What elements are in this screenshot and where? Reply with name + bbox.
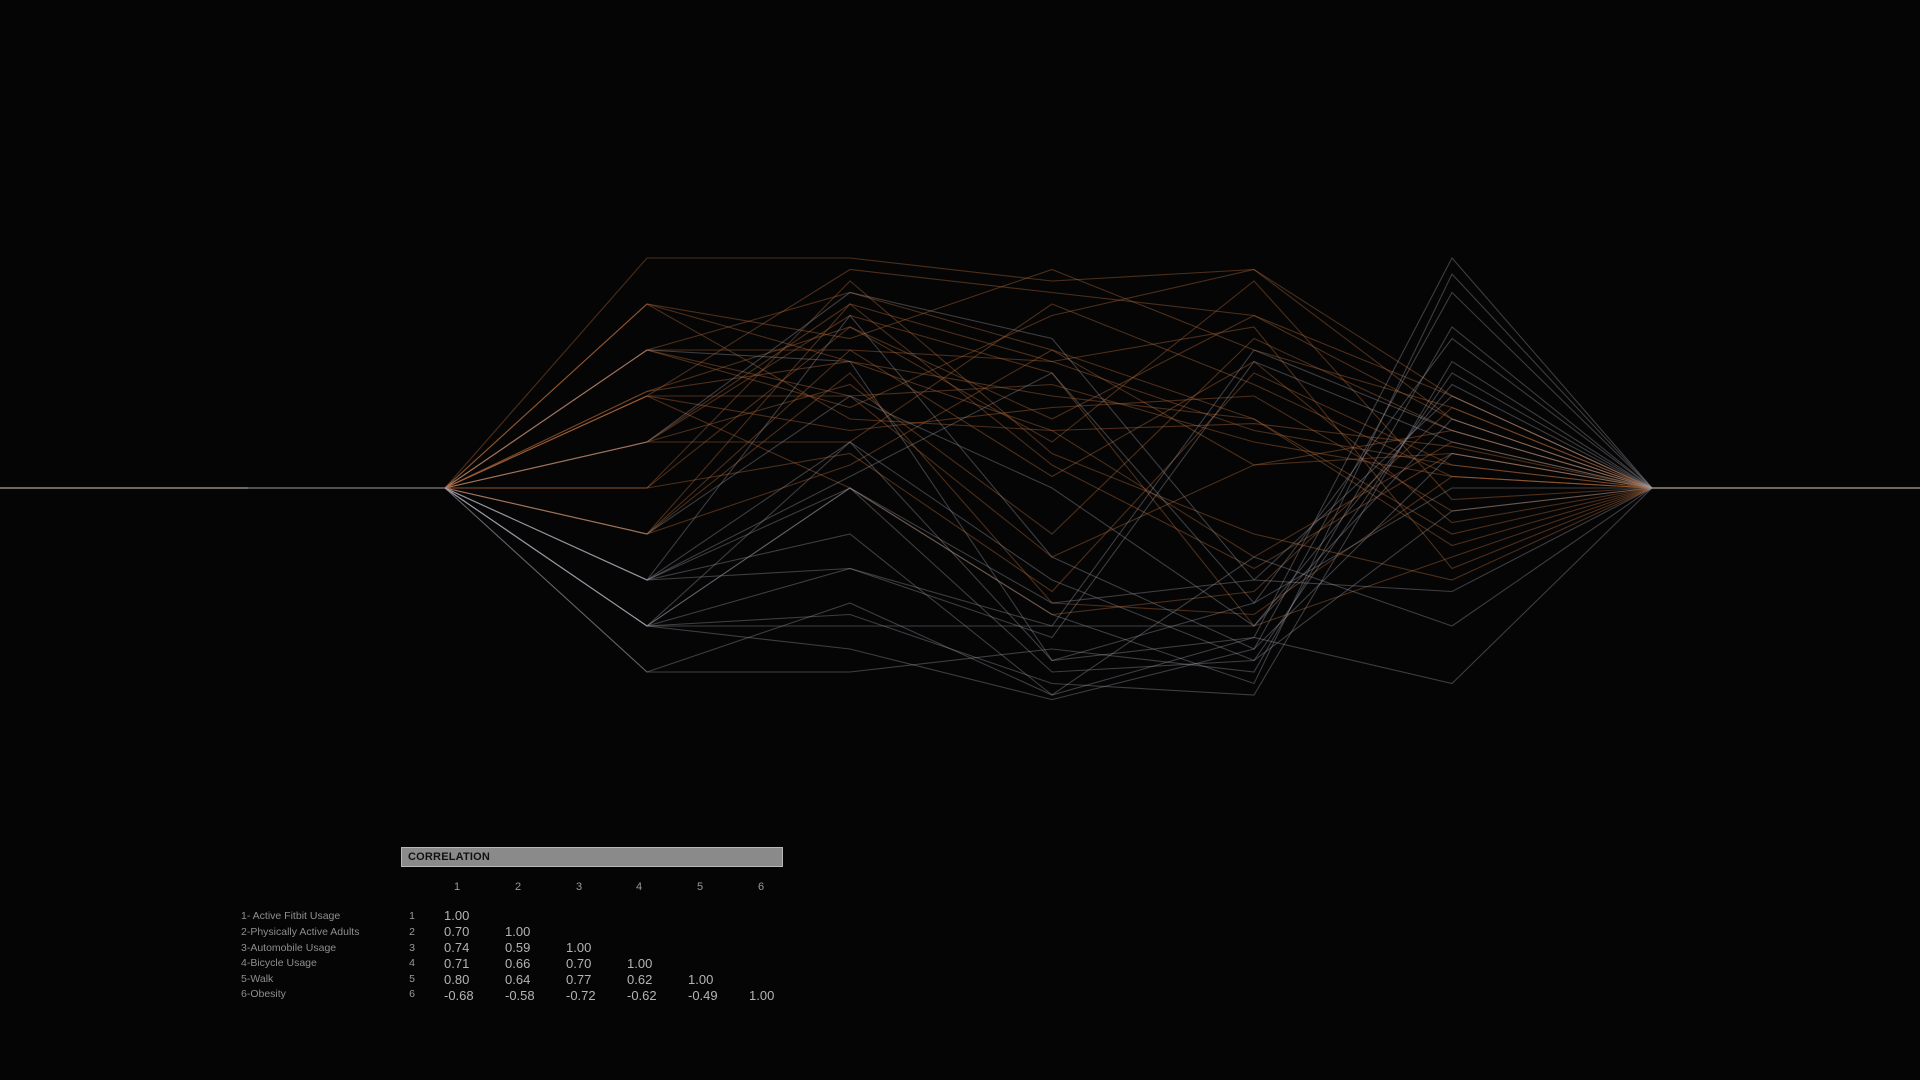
series-line-33 bbox=[248, 337, 1653, 604]
series-line-10 bbox=[248, 349, 1653, 547]
correlation-cell: 0.71 bbox=[444, 956, 470, 971]
series-line-25 bbox=[248, 257, 1653, 489]
column-header: 2 bbox=[514, 881, 522, 893]
series-line-23 bbox=[248, 326, 1653, 570]
correlation-cell: 0.62 bbox=[627, 972, 653, 987]
series-line-35 bbox=[248, 487, 1653, 696]
row-label: 4-Bicycle Usage bbox=[241, 957, 317, 969]
series-line-29 bbox=[248, 360, 1653, 696]
series-line-28 bbox=[248, 257, 1653, 662]
series-line-30 bbox=[248, 291, 1653, 650]
column-header: 6 bbox=[757, 881, 765, 893]
correlation-cell: 1.00 bbox=[688, 972, 714, 987]
series-line-18 bbox=[248, 395, 1653, 558]
correlation-cell: -0.58 bbox=[505, 988, 535, 1003]
series-line-24 bbox=[248, 395, 1653, 616]
series-line-6 bbox=[248, 337, 1653, 535]
correlation-panel: CORRELATION 1 2 3 4 5 6 1- Active Fitbit… bbox=[230, 847, 790, 1017]
correlation-cell: 0.70 bbox=[566, 956, 592, 971]
series-line-41 bbox=[248, 349, 1652, 662]
correlation-cell: 0.59 bbox=[505, 940, 531, 955]
series-line-13 bbox=[248, 280, 1653, 501]
series-line-8 bbox=[248, 395, 1653, 512]
row-number: 6 bbox=[409, 988, 415, 1000]
series-line-42 bbox=[248, 383, 1653, 627]
correlation-cell: 0.66 bbox=[505, 956, 531, 971]
series-line-43 bbox=[248, 291, 1653, 593]
column-header: 4 bbox=[635, 881, 643, 893]
series-line-26 bbox=[248, 395, 1653, 604]
series-line-7 bbox=[248, 268, 1653, 489]
correlation-cell: -0.72 bbox=[566, 988, 596, 1003]
column-header: 1 bbox=[453, 881, 461, 893]
series-line-3 bbox=[248, 349, 1653, 489]
row-number: 5 bbox=[409, 973, 415, 985]
row-label: 1- Active Fitbit Usage bbox=[241, 910, 341, 922]
row-label: 3-Automobile Usage bbox=[241, 942, 337, 954]
row-label: 2-Physically Active Adults bbox=[241, 926, 360, 938]
series-line-4 bbox=[248, 349, 1653, 524]
correlation-cell: 1.00 bbox=[505, 924, 531, 939]
series-line-22 bbox=[248, 303, 1653, 489]
series-line-9 bbox=[248, 303, 1653, 570]
correlation-cell: 1.00 bbox=[749, 988, 775, 1003]
column-header: 5 bbox=[696, 881, 704, 893]
correlation-cell: 0.64 bbox=[505, 972, 531, 987]
series-line-34 bbox=[248, 418, 1653, 627]
correlation-title: CORRELATION bbox=[408, 851, 491, 863]
correlation-header: CORRELATION bbox=[401, 847, 783, 867]
series-lines bbox=[248, 257, 1653, 701]
row-number: 3 bbox=[409, 942, 415, 954]
series-line-37 bbox=[248, 487, 1653, 696]
series-line-27 bbox=[248, 360, 1653, 639]
correlation-cell: 1.00 bbox=[444, 908, 470, 923]
correlation-cell: 1.00 bbox=[566, 940, 592, 955]
correlation-cell: 0.80 bbox=[444, 972, 470, 987]
series-line-38 bbox=[248, 349, 1653, 627]
correlation-cell: -0.62 bbox=[627, 988, 657, 1003]
row-label: 6-Obesity bbox=[241, 988, 286, 1000]
correlation-cell: -0.49 bbox=[688, 988, 718, 1003]
column-header: 3 bbox=[575, 881, 583, 893]
series-line-39 bbox=[248, 372, 1653, 662]
series-line-31 bbox=[248, 487, 1653, 673]
series-line-21 bbox=[248, 303, 1653, 535]
correlation-cell: -0.68 bbox=[444, 988, 474, 1003]
series-line-5 bbox=[248, 303, 1653, 489]
series-line-19 bbox=[248, 280, 1653, 581]
series-line-36 bbox=[248, 273, 1653, 685]
correlation-cell: 0.74 bbox=[444, 940, 470, 955]
series-line-12 bbox=[248, 303, 1653, 558]
series-line-32 bbox=[248, 326, 1653, 673]
row-label: 5-Walk bbox=[241, 973, 274, 985]
series-line-1 bbox=[248, 360, 1653, 489]
series-line-17 bbox=[248, 372, 1653, 616]
correlation-cell: 1.00 bbox=[627, 956, 653, 971]
correlation-cell: 0.77 bbox=[566, 972, 592, 987]
correlation-cell: 0.70 bbox=[444, 924, 470, 939]
series-line-40 bbox=[248, 452, 1653, 701]
row-number: 4 bbox=[409, 957, 415, 969]
row-number: 1 bbox=[409, 910, 415, 922]
series-line-14 bbox=[248, 372, 1653, 593]
series-line-11 bbox=[248, 268, 1653, 489]
row-number: 2 bbox=[409, 926, 415, 938]
series-line-15 bbox=[248, 291, 1653, 489]
series-line-16 bbox=[248, 314, 1653, 627]
series-line-2 bbox=[248, 314, 1653, 489]
series-line-20 bbox=[248, 268, 1653, 489]
